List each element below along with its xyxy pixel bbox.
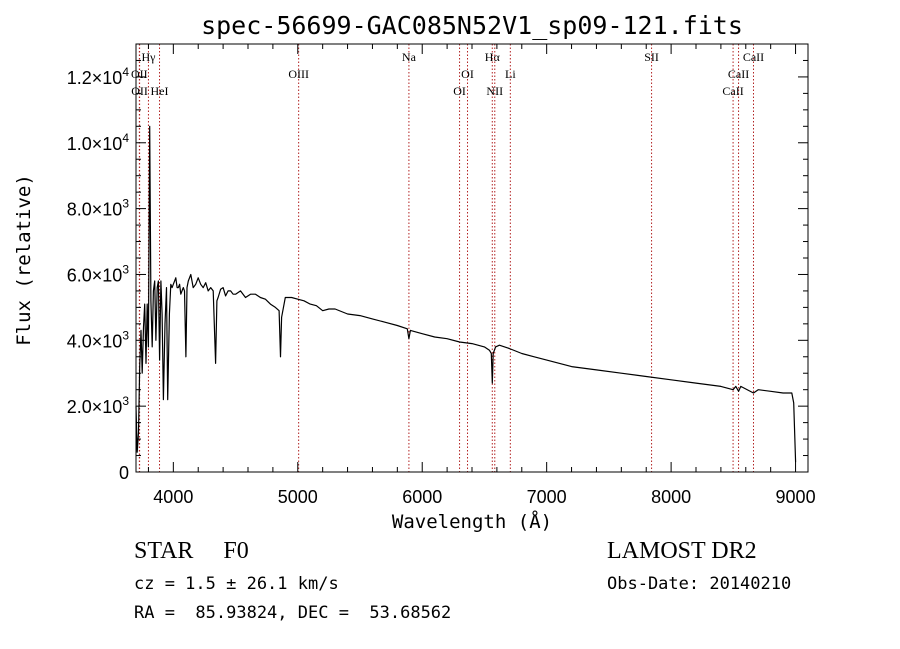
y-tick-label-5: 1.0×104 bbox=[67, 131, 130, 154]
chart-title: spec-56699-GAC085N52V1_sp09-121.fits bbox=[201, 11, 743, 40]
y-tick-mantissa-0: 0 bbox=[119, 463, 129, 483]
object-class: STAR F0 bbox=[134, 538, 249, 564]
survey-name: LAMOST DR2 bbox=[607, 538, 757, 564]
y-tick-exponent-5: 4 bbox=[122, 131, 129, 145]
spectrum-layer bbox=[135, 125, 797, 463]
y-tick-exponent-2: 3 bbox=[122, 328, 129, 342]
y-tick-label-2: 4.0×103 bbox=[67, 328, 130, 351]
ra-dec-coordinates: RA = 85.93824, DEC = 53.68562 bbox=[134, 603, 452, 623]
plot-frame bbox=[135, 43, 809, 473]
y-tick-label-3: 6.0×103 bbox=[67, 262, 130, 285]
x-tick-label-4: 8000 bbox=[651, 487, 691, 507]
x-axis-label: Wavelength (Å) bbox=[392, 510, 552, 533]
line-label-1: Hγ bbox=[141, 50, 156, 64]
y-tick-exponent-1: 3 bbox=[122, 394, 129, 408]
line-label-7: OI bbox=[461, 67, 474, 81]
y-tick-exponent-3: 3 bbox=[122, 262, 129, 276]
line-label-13: CaII bbox=[728, 67, 749, 81]
y-tick-mantissa-3: 6.0×10 bbox=[67, 265, 123, 285]
line-label-14: CaII bbox=[743, 50, 764, 64]
line-label-4: OIII bbox=[288, 67, 309, 81]
line-label-3: HeI bbox=[151, 84, 169, 98]
y-tick-label-6: 1.2×104 bbox=[67, 65, 130, 88]
y-tick-label-0: 0 bbox=[119, 463, 129, 483]
x-tick-label-2: 6000 bbox=[402, 487, 442, 507]
x-tick-label-5: 9000 bbox=[776, 487, 816, 507]
spectrum-line bbox=[135, 125, 797, 463]
x-tick-label-0: 4000 bbox=[153, 487, 193, 507]
line-label-10: Li bbox=[505, 67, 516, 81]
y-tick-mantissa-5: 1.0×10 bbox=[67, 134, 123, 154]
line-label-2: OII bbox=[131, 84, 148, 98]
x-tick-label-1: 5000 bbox=[278, 487, 318, 507]
line-label-12: CaII bbox=[722, 84, 743, 98]
plot-axes: 4000 5000 6000 7000 8000 900002.0×1034.0×1036… bbox=[67, 43, 816, 507]
line-label-0: OII bbox=[131, 67, 148, 81]
line-label-8: Hα bbox=[485, 50, 501, 64]
y-tick-exponent-4: 3 bbox=[122, 197, 129, 211]
y-tick-mantissa-2: 4.0×10 bbox=[67, 331, 123, 351]
y-tick-mantissa-6: 1.2×10 bbox=[67, 68, 123, 88]
y-tick-mantissa-1: 2.0×10 bbox=[67, 397, 123, 417]
y-tick-label-4: 8.0×103 bbox=[67, 197, 130, 220]
line-label-6: OI bbox=[453, 84, 466, 98]
redshift-cz: cz = 1.5 ± 26.1 km/s bbox=[134, 574, 339, 594]
line-label-5: Na bbox=[402, 50, 417, 64]
y-tick-label-1: 2.0×103 bbox=[67, 394, 130, 417]
line-label-11: SII bbox=[644, 50, 659, 64]
observation-date: Obs-Date: 20140210 bbox=[607, 574, 792, 594]
y-tick-exponent-6: 4 bbox=[122, 65, 129, 79]
y-axis-label: Flux (relative) bbox=[13, 174, 35, 346]
x-tick-label-3: 7000 bbox=[527, 487, 567, 507]
y-tick-mantissa-4: 8.0×10 bbox=[67, 200, 123, 220]
line-label-9: NII bbox=[486, 84, 503, 98]
